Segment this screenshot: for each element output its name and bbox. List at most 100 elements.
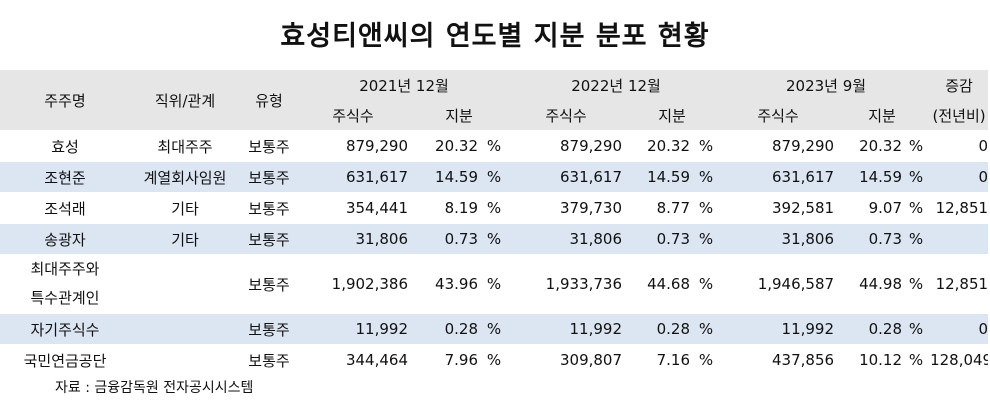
share-type: 보통주 (240, 130, 298, 162)
share-type: 보통주 (240, 254, 298, 314)
holder-name: 송광자 (0, 223, 130, 255)
stake-2021: 8.19 (408, 192, 478, 224)
stake-2023: 14.59 (834, 161, 903, 193)
shares-2022: 631,617 (510, 161, 623, 193)
percent-sign: % (902, 344, 931, 375)
shares-2022: 1,933,736 (510, 254, 623, 314)
percent-sign: % (690, 130, 723, 162)
header-type: 유형 (240, 70, 298, 131)
shares-2023: 1,946,587 (722, 254, 835, 314)
stake-2023: 20.32 (834, 130, 903, 162)
table-row: 송광자 기타 보통주 31,806 0.73 % 31,806 0.73 % 3… (0, 223, 989, 255)
share-type: 보통주 (240, 192, 298, 224)
percent-sign: % (690, 223, 723, 255)
holder-name: 조석래 (0, 192, 130, 224)
header-period-2022: 2022년 12월 (510, 70, 723, 100)
holder-name: 조현준 (0, 161, 130, 193)
percent-sign: % (902, 313, 931, 345)
shares-2023: 392,581 (722, 192, 835, 224)
shares-2022: 31,806 (510, 223, 623, 255)
table-row: 최대주주와 특수관계인 보통주 1,902,386 43.96 % 1,933,… (0, 254, 989, 314)
header-shares: 주식수 (722, 100, 835, 131)
shares-2022: 879,290 (510, 130, 623, 162)
stake-2022: 14.59 (622, 161, 691, 193)
holder-relation: 최대주주 (130, 130, 240, 162)
change-value: 0 (930, 313, 989, 345)
stake-2023: 44.98 (834, 254, 903, 314)
source-note: 자료 : 금융감독원 전자공시시스템 (55, 380, 254, 396)
shares-2021: 1,902,386 (298, 254, 408, 314)
stake-2022: 0.73 (622, 223, 691, 255)
holder-name: 자기주식수 (0, 313, 130, 345)
stake-2021: 20.32 (408, 130, 478, 162)
stake-2023: 10.12 (834, 344, 903, 375)
shares-2023: 31,806 (722, 223, 835, 255)
holder-relation: 기타 (130, 192, 240, 224)
change-value: 0 (930, 130, 989, 162)
page-title: 효성티앤씨의 연도별 지분 분포 현황 (280, 21, 710, 52)
percent-sign: % (902, 130, 931, 162)
percent-sign: % (902, 223, 931, 255)
header-stake: 지분 (408, 100, 511, 131)
percent-sign: % (690, 344, 723, 375)
change-value: 128,049 (930, 344, 989, 375)
stake-2022: 0.28 (622, 313, 691, 345)
percent-sign: % (478, 130, 511, 162)
share-type: 보통주 (240, 344, 298, 375)
percent-sign: % (478, 161, 511, 193)
percent-sign: % (902, 192, 931, 224)
share-type: 보통주 (240, 223, 298, 255)
header-position: 직위/관계 (130, 70, 240, 131)
holder-name: 국민연금공단 (0, 344, 130, 375)
percent-sign: % (902, 254, 931, 314)
percent-sign: % (690, 192, 723, 224)
stake-2021: 14.59 (408, 161, 478, 193)
header-shares: 주식수 (298, 100, 408, 131)
percent-sign: % (902, 161, 931, 193)
header-period-2021: 2021년 12월 (298, 70, 511, 100)
share-type: 보통주 (240, 161, 298, 193)
table-row: 효성 최대주주 보통주 879,290 20.32 % 879,290 20.3… (0, 130, 989, 162)
holder-relation: 계열회사임원 (130, 161, 240, 193)
shares-2022: 11,992 (510, 313, 623, 345)
shares-2023: 631,617 (722, 161, 835, 193)
stake-2023: 9.07 (834, 192, 903, 224)
holder-relation (130, 313, 240, 345)
shares-2022: 379,730 (510, 192, 623, 224)
percent-sign: % (690, 313, 723, 345)
percent-sign: % (478, 254, 511, 314)
shares-2023: 879,290 (722, 130, 835, 162)
percent-sign: % (478, 192, 511, 224)
table-row: 조현준 계열회사임원 보통주 631,617 14.59 % 631,617 1… (0, 161, 989, 193)
percent-sign: % (478, 223, 511, 255)
shares-2021: 354,441 (298, 192, 408, 224)
percent-sign: % (478, 313, 511, 345)
header-change: 증감 (930, 70, 989, 100)
stake-2022: 8.77 (622, 192, 691, 224)
header-period-2023: 2023년 9월 (722, 70, 931, 100)
table-row: 국민연금공단 보통주 344,464 7.96 % 309,807 7.16 %… (0, 344, 989, 375)
percent-sign: % (690, 161, 723, 193)
shareholding-table: 주주명 직위/관계 유형 2021년 12월 2022년 12월 2023년 9… (0, 70, 989, 375)
holder-name: 최대주주와 특수관계인 (0, 254, 130, 314)
holder-name-line2: 특수관계인 (30, 289, 100, 307)
share-type: 보통주 (240, 313, 298, 345)
header-shares: 주식수 (510, 100, 623, 131)
change-value: 12,851 (930, 192, 989, 224)
shares-2022: 309,807 (510, 344, 623, 375)
holder-relation: 기타 (130, 223, 240, 255)
stake-2023: 0.28 (834, 313, 903, 345)
table-row: 자기주식수 보통주 11,992 0.28 % 11,992 0.28 % 11… (0, 313, 989, 345)
stake-2021: 0.73 (408, 223, 478, 255)
shares-2021: 344,464 (298, 344, 408, 375)
stake-2021: 0.28 (408, 313, 478, 345)
header-stake: 지분 (622, 100, 723, 131)
holder-name: 효성 (0, 130, 130, 162)
holder-relation (130, 254, 240, 314)
header-holder: 주주명 (0, 70, 130, 131)
header-stake: 지분 (834, 100, 931, 131)
shares-2021: 11,992 (298, 313, 408, 345)
stake-2022: 7.16 (622, 344, 691, 375)
header-change-note: (전년비) (930, 100, 989, 131)
holder-name-line1: 최대주주와 (30, 260, 100, 278)
